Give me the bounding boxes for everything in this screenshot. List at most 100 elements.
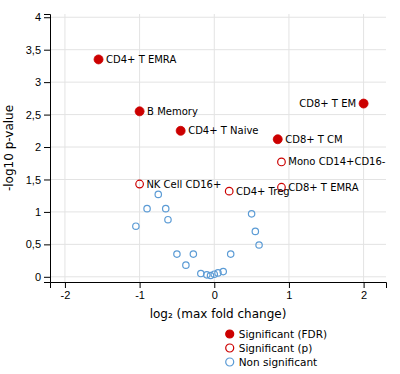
x-axis: -2 -1 0 1 2	[51, 282, 387, 301]
tick-label: 1,5	[26, 173, 41, 185]
legend-item: Significant (p)	[226, 342, 313, 354]
y-axis-title: -log10 p-value	[2, 105, 16, 191]
tick-label: 2,5	[26, 109, 41, 121]
point	[211, 271, 217, 277]
point	[176, 126, 185, 135]
grid-line	[363, 14, 364, 282]
point	[174, 251, 180, 257]
tick-mark	[44, 82, 50, 83]
tick-label: 2	[361, 289, 367, 301]
point-label: CD4+ T EMRA	[106, 54, 176, 65]
axis-line	[51, 283, 387, 289]
grid-line	[50, 17, 386, 18]
tick-label: 1	[286, 289, 292, 301]
tick-mark	[44, 244, 50, 245]
grid	[50, 14, 386, 282]
point	[207, 272, 213, 278]
point-label: NK Cell CD16+	[146, 179, 221, 190]
point	[220, 268, 226, 274]
point	[227, 251, 233, 257]
tick-mark	[65, 282, 66, 288]
tick-label: 0	[212, 289, 218, 301]
tick-mark	[44, 147, 50, 148]
tick-mark	[44, 115, 50, 116]
point-label: CD4+ Treg	[236, 186, 290, 197]
tick-label: 3,5	[26, 44, 41, 56]
series	[94, 55, 368, 144]
point	[198, 270, 204, 276]
point	[94, 55, 103, 64]
point	[133, 223, 139, 229]
tick: 0	[35, 271, 50, 283]
grid-line	[50, 114, 386, 115]
y-axis: 0 0,5 1 1,5 2 2,5 3 3,5 4	[26, 11, 51, 283]
tick: 3	[35, 76, 50, 88]
tick-label: -2	[61, 289, 71, 301]
tick-label: -1	[135, 289, 145, 301]
grid-line	[50, 82, 386, 83]
grid-line	[64, 14, 65, 282]
tick: 0,5	[26, 238, 50, 250]
point	[225, 187, 233, 195]
tick-mark	[289, 282, 290, 288]
legend-symbol	[226, 358, 234, 366]
tick: -2	[61, 282, 71, 301]
tick: 3,5	[26, 44, 50, 56]
grid-line	[288, 14, 289, 282]
chart: -2-101200,511,522,533,54CD4+ T EMRAB Mem…	[0, 0, 400, 374]
point	[144, 205, 150, 211]
legend-item: Non significant	[226, 356, 318, 368]
tick-mark	[214, 282, 215, 288]
x-axis-title: log₂ (max fold change)	[150, 307, 287, 321]
grid-line	[50, 244, 386, 245]
legend: Significant (FDR) Significant (p) Non sign…	[226, 328, 327, 368]
point	[135, 107, 144, 116]
grid-line	[50, 211, 386, 212]
point	[273, 135, 282, 144]
tick-label: 4	[35, 11, 41, 23]
point	[163, 205, 169, 211]
tick: 2	[35, 141, 50, 153]
tick: 0	[212, 282, 218, 301]
point-label: CD8+ T CM	[285, 134, 343, 145]
tick-label: 2	[35, 141, 41, 153]
legend-label: Significant (p)	[239, 342, 313, 354]
tick: 4	[35, 11, 50, 23]
legend-label: Significant (FDR)	[239, 328, 327, 340]
point-labels: CD4+ T EMRAB MemoryCD4+ T NaiveCD8+ T CM…	[106, 54, 386, 197]
point	[165, 217, 171, 223]
point	[248, 211, 254, 217]
point	[359, 99, 368, 108]
tick-label: 0,5	[26, 238, 41, 250]
point	[136, 180, 144, 188]
tick-mark	[140, 282, 141, 288]
grid-line	[50, 147, 386, 148]
tick: 2	[361, 282, 367, 301]
tick-mark	[44, 277, 50, 278]
tick: 1,5	[26, 173, 50, 185]
tick-mark	[44, 179, 50, 180]
point	[183, 262, 189, 268]
tick-label: 3	[35, 76, 41, 88]
grid-line	[50, 49, 386, 50]
point-label: CD8+ T EM	[299, 98, 356, 109]
point	[190, 251, 196, 257]
point-label: CD8+ T EMRA	[288, 182, 358, 193]
legend-symbol	[226, 344, 234, 352]
tick: 2,5	[26, 109, 50, 121]
legend-item: Significant (FDR)	[226, 328, 327, 340]
tick-mark	[44, 50, 50, 51]
tick-mark	[364, 282, 365, 288]
tick-mark	[44, 17, 50, 18]
point	[155, 191, 161, 197]
tick: 1	[35, 206, 50, 218]
tick: 1	[286, 282, 292, 301]
axis-line	[44, 15, 51, 283]
tick: -1	[135, 282, 145, 301]
grid-line	[214, 14, 215, 282]
point-label: CD4+ T Naive	[188, 125, 258, 136]
plot-area: -2-101200,511,522,533,54CD4+ T EMRAB Mem…	[26, 11, 387, 301]
tick-mark	[44, 212, 50, 213]
point-label: Mono CD14+CD16-	[288, 156, 386, 167]
tick-label: 1	[35, 206, 41, 218]
